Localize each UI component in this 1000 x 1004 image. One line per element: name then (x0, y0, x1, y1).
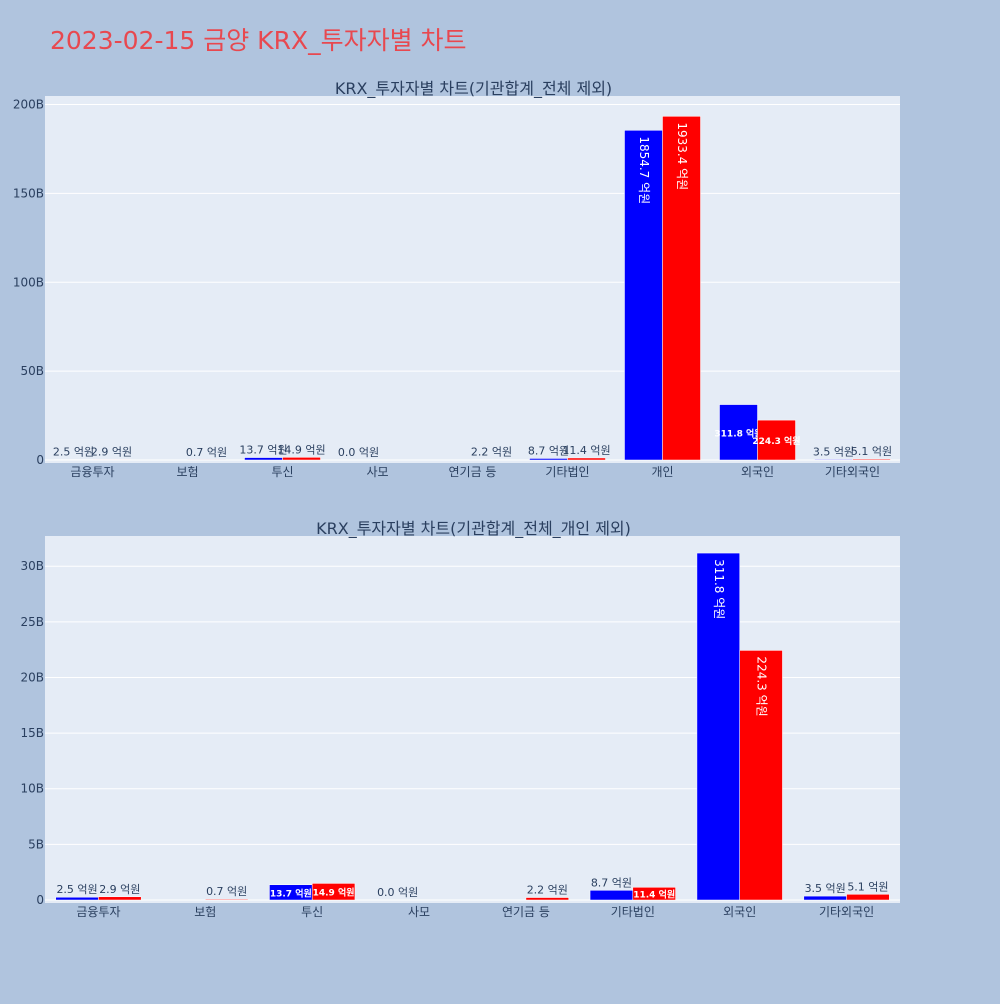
data-label: 224.3 억원 (752, 435, 800, 447)
bar (847, 894, 890, 900)
data-label: 3.5 억원 (813, 445, 854, 458)
data-label: 0.7 억원 (186, 446, 227, 459)
chart-title: KRX_투자자별 차트(기관합계_전체 제외) (335, 79, 612, 99)
x-tick-label: 기타외국인 (819, 905, 874, 919)
data-label: 11.4 억원 (633, 889, 675, 901)
y-tick-label: 30B (20, 559, 44, 573)
x-tick-label: 금융투자 (76, 905, 120, 919)
bar (56, 897, 99, 900)
y-tick-label: 200B (13, 98, 44, 112)
data-label: 5.1 억원 (851, 445, 892, 458)
data-label: 1933.4 억원 (675, 122, 689, 190)
x-tick-label: 기타법인 (611, 905, 655, 919)
bar (815, 459, 853, 460)
data-label: 13.7 억원 (270, 887, 312, 899)
x-tick-label: 금융투자 (70, 465, 114, 479)
data-label: 8.7 억원 (591, 876, 632, 889)
bar (530, 458, 568, 460)
data-label: 11.4 억원 (562, 444, 610, 457)
bar (804, 896, 847, 900)
bar (245, 458, 283, 460)
bar (98, 897, 141, 900)
x-tick-label: 사모 (408, 905, 430, 919)
bar (283, 457, 321, 460)
y-tick-label: 20B (20, 670, 44, 684)
bar (590, 890, 633, 900)
data-label: 3.5 억원 (805, 882, 846, 895)
y-tick-label: 25B (20, 615, 44, 629)
y-tick-label: 0 (36, 453, 44, 467)
data-label: 2.9 억원 (91, 445, 132, 458)
x-tick-label: 보험 (194, 905, 216, 919)
bar (568, 458, 606, 460)
bar (853, 459, 891, 460)
x-tick-label: 투신 (271, 465, 293, 479)
bar (526, 898, 569, 900)
data-label: 0.0 억원 (377, 886, 418, 899)
data-label: 0.0 억원 (338, 446, 379, 459)
chart-institutions-excluded: 0 50B 100B 150B 200B KRX_투자자별 차트(기관합계_전체 제외) 금… (13, 79, 900, 479)
y-tick-label: 5B (28, 837, 44, 851)
x-tick-label: 외국인 (723, 905, 756, 919)
y-tick-label: 10B (20, 782, 44, 796)
data-label: 311.8 억원 (712, 559, 726, 619)
x-tick-label: 외국인 (741, 465, 774, 479)
data-label: 14.9 억원 (277, 443, 325, 456)
y-tick-label: 100B (13, 275, 44, 289)
chart-institutions-individuals-excluded: 0 5B 10B 15B 20B 25B 30B KRX_투자자별 차트(기관합계_전체_개인… (20, 519, 900, 919)
data-label: 2.2 억원 (527, 884, 568, 897)
x-tick-label: 투신 (301, 905, 323, 919)
plot-area (45, 96, 900, 463)
data-label: 0.7 억원 (206, 885, 247, 898)
x-tick-label: 사모 (366, 465, 388, 479)
data-label: 224.3 억원 (755, 656, 769, 716)
data-label: 1854.7 억원 (637, 136, 651, 204)
data-label: 2.2 억원 (471, 446, 512, 459)
bar (205, 899, 248, 900)
page-title: 2023-02-15 금양 KRX_투자자별 차트 (50, 26, 467, 55)
x-tick-label: 기타외국인 (825, 465, 880, 479)
data-label: 2.5 억원 (53, 446, 94, 459)
x-tick-label: 연기금 등 (449, 465, 497, 479)
y-tick-label: 50B (20, 364, 44, 378)
data-label: 5.1 억원 (847, 880, 888, 893)
x-tick-label: 연기금 등 (502, 905, 550, 919)
y-tick-label: 15B (20, 726, 44, 740)
data-label: 2.9 억원 (99, 883, 140, 896)
x-tick-label: 기타법인 (545, 465, 589, 479)
bar (93, 459, 131, 460)
chart-title: KRX_투자자별 차트(기관합계_전체_개인 제외) (316, 519, 631, 539)
data-label: 2.5 억원 (56, 883, 97, 896)
y-tick-label: 150B (13, 186, 44, 200)
x-tick-label: 보험 (176, 465, 198, 479)
data-label: 14.9 억원 (313, 887, 355, 899)
y-tick-label: 0 (36, 893, 44, 907)
x-tick-label: 개인 (651, 465, 673, 479)
